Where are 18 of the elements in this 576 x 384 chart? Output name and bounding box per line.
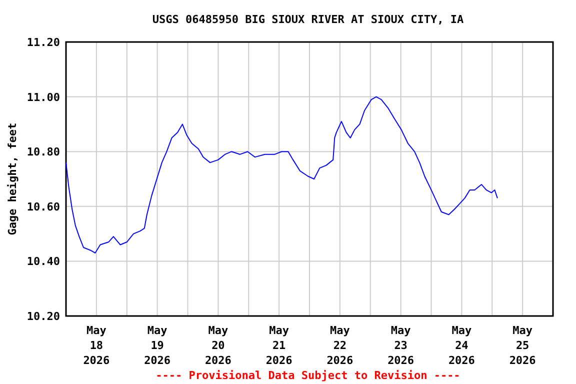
y-tick-label: 10.20 bbox=[26, 310, 60, 323]
x-tick-label: May 21 2026 bbox=[266, 324, 293, 367]
line-series bbox=[66, 96, 498, 254]
y-tick-label: 10.40 bbox=[26, 255, 60, 268]
x-tick-label: May 24 2026 bbox=[448, 324, 476, 367]
y-tick-label: 10.60 bbox=[26, 200, 60, 214]
x-tick-label: May 22 2026 bbox=[326, 324, 354, 367]
x-tick-label: May 23 2026 bbox=[388, 324, 414, 367]
x-tick-label: May 19 2026 bbox=[144, 324, 171, 367]
chart-title: USGS 06485950 BIG SIOUX RIVER AT SIOUX CITY, IA bbox=[152, 13, 464, 26]
text: ---- Provisional Data Subject to Revision ---- bbox=[156, 369, 460, 382]
y-axis-title: Gage height, feet bbox=[6, 122, 19, 236]
y-tick-label: 11.20 bbox=[26, 36, 60, 49]
x-tick-label: May 18 2026 bbox=[83, 324, 110, 367]
y-tick-label: 10.80 bbox=[26, 146, 60, 159]
x-tick-label: May 20 2026 bbox=[204, 324, 232, 367]
y-tick-label: 11.00 bbox=[26, 90, 60, 104]
x-tick-label: May 25 2026 bbox=[509, 324, 536, 367]
